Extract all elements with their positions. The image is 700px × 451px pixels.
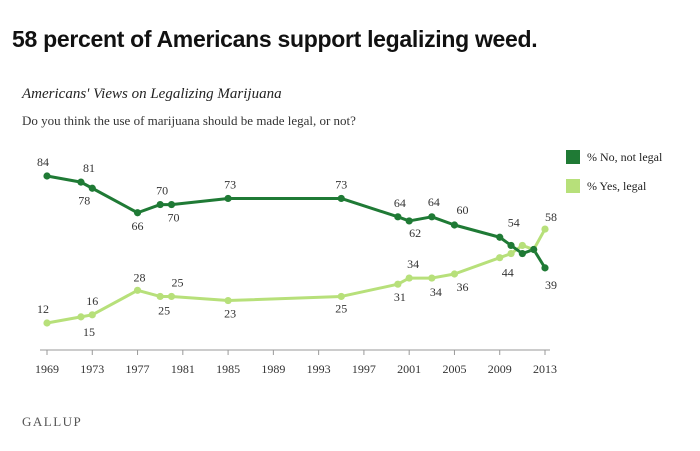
x-axis-ticks: 1969 1973 1977 1981 1985 1989 1993 1997 2001 2005… <box>35 350 557 376</box>
chart-subtitle: Do you think the use of marijuana should… <box>22 113 356 128</box>
data-label-yes: 15 <box>83 325 95 339</box>
data-point-yes <box>337 292 345 301</box>
series-line-no <box>45 174 547 270</box>
series-line-yes <box>45 227 547 325</box>
data-label-no: 81 <box>83 161 95 175</box>
x-tick-label: 1989 <box>261 362 285 376</box>
data-point-no <box>428 213 436 221</box>
x-tick-label: 1985 <box>216 362 240 376</box>
data-point-yes <box>88 311 96 319</box>
legend-label-yes: % Yes, legal <box>587 179 647 193</box>
data-point-yes <box>405 274 413 282</box>
data-point-yes <box>496 254 504 262</box>
data-point-no <box>518 249 526 258</box>
data-point-no <box>156 200 164 209</box>
data-point-yes <box>541 225 549 233</box>
data-point-no <box>224 194 232 203</box>
x-tick-label: 2005 <box>442 362 466 376</box>
data-label-yes: 31 <box>394 290 406 304</box>
data-label-yes: 34 <box>407 257 419 271</box>
data-point-no <box>88 184 96 192</box>
data-point-yes <box>394 280 402 288</box>
data-point-yes <box>224 296 232 305</box>
x-tick-label: 1973 <box>80 362 104 376</box>
data-point-yes <box>133 286 142 294</box>
chart-title: Americans' Views on Legalizing Marijuana <box>22 86 282 102</box>
legend: % No, not legal % Yes, legal <box>566 150 663 193</box>
data-point-no <box>530 245 538 254</box>
legend-label-no: % No, not legal <box>587 150 663 164</box>
x-tick-label: 1969 <box>35 362 59 376</box>
data-point-no <box>337 194 345 203</box>
data-point-no <box>133 209 142 217</box>
data-label-no: 64 <box>394 196 406 210</box>
x-tick-label: 2009 <box>488 362 512 376</box>
data-point-yes <box>450 270 459 278</box>
data-label-no: 66 <box>132 219 144 233</box>
x-tick-label: 1997 <box>352 362 376 376</box>
data-point-no <box>77 178 85 186</box>
data-label-yes: 16 <box>86 294 98 308</box>
data-point-yes <box>77 313 85 321</box>
x-tick-label: 2013 <box>533 362 557 376</box>
data-point-no <box>507 241 515 250</box>
series-lines <box>45 174 547 325</box>
data-point-no <box>450 221 459 229</box>
data-label-yes: 34 <box>430 285 442 299</box>
data-label-no: 70 <box>156 184 168 198</box>
headline: 58 percent of Americans support legalizi… <box>12 26 538 52</box>
data-label-no: 73 <box>335 177 347 191</box>
data-point-no <box>167 200 176 209</box>
data-label-yes: 28 <box>134 270 146 284</box>
data-point-yes <box>518 241 526 250</box>
data-label-yes: 36 <box>456 280 468 294</box>
data-point-no <box>394 213 402 221</box>
data-label-no: 70 <box>168 211 180 225</box>
data-point-yes <box>167 292 176 301</box>
data-point-no <box>541 264 549 272</box>
data-label-no: 73 <box>224 177 236 191</box>
data-point-no <box>405 217 413 225</box>
data-label-yes: 12 <box>37 302 49 316</box>
data-label-yes: 25 <box>335 301 347 315</box>
x-tick-label: 2001 <box>397 362 421 376</box>
data-label-yes: 25 <box>158 303 170 317</box>
data-label-yes: 23 <box>224 307 236 321</box>
x-tick-label: 1993 <box>307 362 331 376</box>
data-point-yes <box>43 319 51 327</box>
data-points <box>43 172 549 327</box>
data-label-no: 54 <box>508 215 520 229</box>
data-label-no: 84 <box>37 155 49 169</box>
data-point-yes <box>507 249 515 258</box>
source-label: GALLUP <box>22 414 83 429</box>
data-point-yes <box>428 274 436 282</box>
data-label-no: 39 <box>545 278 557 292</box>
data-point-yes <box>156 292 164 301</box>
x-tick-label: 1981 <box>171 362 195 376</box>
x-tick-label: 1977 <box>126 362 150 376</box>
data-label-yes: 58 <box>545 210 557 224</box>
data-point-no <box>43 172 51 180</box>
data-label-no: 62 <box>409 226 421 240</box>
data-label-no: 64 <box>428 195 440 209</box>
data-label-no: 78 <box>78 193 90 207</box>
data-point-no <box>496 233 504 241</box>
data-label-no: 60 <box>456 203 468 217</box>
legend-swatch-no <box>566 150 580 164</box>
data-label-yes: 44 <box>502 266 514 280</box>
legend-swatch-yes <box>566 179 580 193</box>
data-label-yes: 25 <box>172 275 184 289</box>
